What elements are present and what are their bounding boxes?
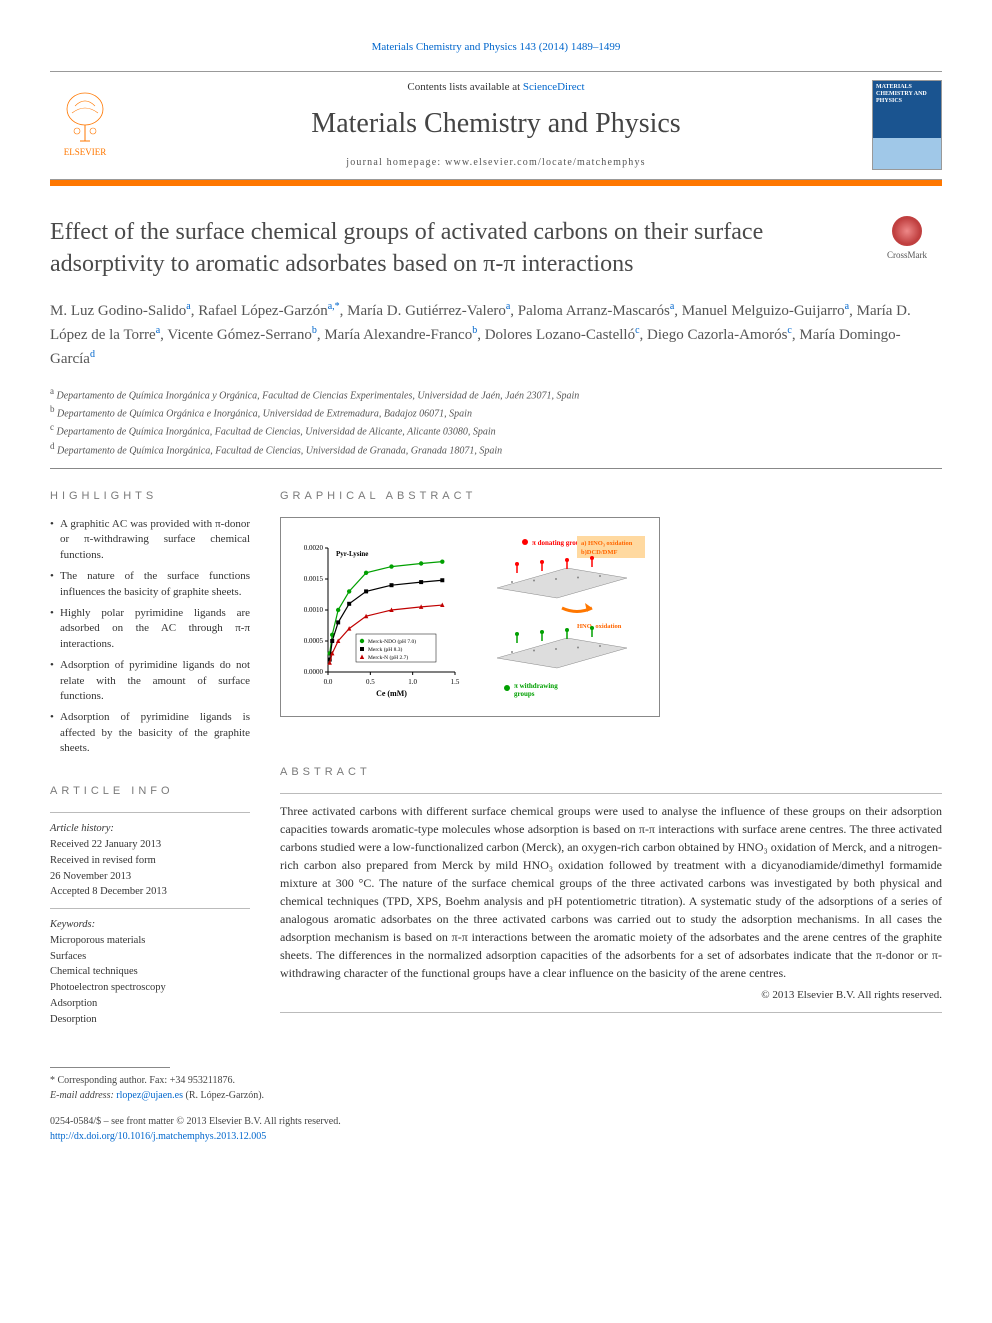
highlight-item: Adsorption of pyrimidine ligands is affe… [50, 710, 250, 756]
contents-prefix: Contents lists available at [407, 81, 522, 93]
elsevier-logo[interactable]: ELSEVIER [50, 85, 120, 165]
highlight-item: Adsorption of pyrimidine ligands do not … [50, 658, 250, 704]
svg-text:a) HNO₃ oxidation: a) HNO₃ oxidation [581, 540, 633, 547]
contents-available: Contents lists available at ScienceDirec… [120, 80, 872, 96]
author: Vicente Gómez-Serranob [167, 327, 316, 343]
svg-text:groups: groups [514, 690, 535, 698]
graphical-abstract-figure: 0.0 0.5 1.0 1.5 0.0000 0.0005 0.0010 0.0015 0.00… [280, 517, 660, 717]
corresponding-author: * Corresponding author. Fax: +34 9532118… [50, 1074, 942, 1089]
affiliation: c Departamento de Química Inorgánica, Fa… [50, 421, 942, 439]
svg-text:0.0: 0.0 [324, 678, 333, 686]
highlight-item: Highly polar pyrimidine ligands are adso… [50, 606, 250, 652]
history-line: Received 22 January 2013 [50, 837, 250, 853]
history-line: 26 November 2013 [50, 869, 250, 885]
accent-bar [50, 180, 942, 186]
keyword: Surfaces [50, 949, 250, 965]
author: Diego Cazorla-Amorósc [647, 327, 792, 343]
crossmark-badge[interactable]: CrossMark [872, 216, 942, 262]
header-center: Contents lists available at ScienceDirec… [120, 80, 872, 171]
highlight-item: A graphitic AC was provided with π-donor… [50, 517, 250, 563]
doi-line: http://dx.doi.org/10.1016/j.matchemphys.… [50, 1130, 942, 1145]
abstract-heading: ABSTRACT [280, 765, 942, 781]
author: M. Luz Godino-Salidoa [50, 303, 191, 319]
journal-name: Materials Chemistry and Physics [120, 104, 872, 145]
author-list: M. Luz Godino-Salidoa, Rafael López-Garz… [50, 299, 942, 371]
highlight-item: The nature of the surface functions infl… [50, 569, 250, 600]
journal-reference: Materials Chemistry and Physics 143 (201… [50, 40, 942, 56]
svg-text:0.5: 0.5 [366, 678, 375, 686]
svg-text:1.5: 1.5 [451, 678, 460, 686]
cover-title: MATERIALS CHEMISTRY AND PHYSICS [876, 84, 938, 104]
svg-text:π withdrawing: π withdrawing [514, 682, 558, 690]
ga-chart: 0.0 0.5 1.0 1.5 0.0000 0.0005 0.0010 0.0015 0.00… [293, 530, 463, 700]
keyword: Photoelectron spectroscopy [50, 980, 250, 996]
author: Paloma Arranz-Mascarósa [518, 303, 674, 319]
history-heading: Article history: [50, 821, 250, 837]
svg-text:Ce (mM): Ce (mM) [376, 689, 407, 698]
affiliation: d Departamento de Química Inorgánica, Fa… [50, 440, 942, 458]
svg-text:Pyr-Lysine: Pyr-Lysine [336, 550, 368, 558]
author: Dolores Lozano-Castellóc [485, 327, 640, 343]
article-info: Article history: Received 22 January 201… [50, 821, 250, 1027]
svg-text:HNO₃ oxidation: HNO₃ oxidation [577, 623, 622, 630]
svg-text:0.0000: 0.0000 [304, 668, 324, 676]
crossmark-label: CrossMark [887, 249, 927, 262]
affiliation: b Departamento de Química Orgánica e Ino… [50, 403, 942, 421]
title-row: Effect of the surface chemical groups of… [50, 216, 942, 281]
issn-line: 0254-0584/$ – see front matter © 2013 El… [50, 1115, 942, 1130]
article-info-heading: ARTICLE INFO [50, 784, 250, 800]
journal-header: ELSEVIER Contents lists available at Sci… [50, 71, 942, 180]
journal-cover-thumb[interactable]: MATERIALS CHEMISTRY AND PHYSICS [872, 80, 942, 170]
elsevier-label: ELSEVIER [64, 146, 107, 159]
elsevier-tree-icon [60, 91, 110, 146]
history-line: Accepted 8 December 2013 [50, 884, 250, 900]
svg-text:Merck (pH 8.3): Merck (pH 8.3) [368, 646, 403, 653]
svg-text:b)DCD/DMF: b)DCD/DMF [581, 549, 617, 556]
svg-text:0.0020: 0.0020 [304, 544, 324, 552]
footnote-sep [50, 1067, 170, 1068]
abstract-text: Three activated carbons with different s… [280, 802, 942, 982]
rule-abs-bot [280, 1012, 942, 1013]
journal-homepage: journal homepage: www.elsevier.com/locat… [120, 156, 872, 171]
email-link[interactable]: rlopez@ujaen.es [116, 1090, 183, 1101]
footer: * Corresponding author. Fax: +34 9532118… [50, 1067, 942, 1144]
svg-text:0.0005: 0.0005 [304, 637, 324, 645]
author: María Alexandre-Francob [324, 327, 477, 343]
graphical-abstract-heading: GRAPHICAL ABSTRACT [280, 489, 942, 505]
rule-ai-top [50, 812, 250, 813]
journal-ref-link[interactable]: Materials Chemistry and Physics 143 (201… [372, 41, 621, 53]
article-title: Effect of the surface chemical groups of… [50, 216, 852, 281]
svg-text:Merck-NDO (pH 7.0): Merck-NDO (pH 7.0) [368, 638, 416, 645]
rule-ai-mid [50, 908, 250, 909]
keyword: Adsorption [50, 996, 250, 1012]
copyright-line: © 2013 Elsevier B.V. All rights reserved… [280, 988, 942, 1004]
sciencedirect-link[interactable]: ScienceDirect [523, 81, 585, 93]
email-line: E-mail address: rlopez@ujaen.es (R. Lópe… [50, 1089, 942, 1104]
keywords-heading: Keywords: [50, 917, 250, 933]
author: Rafael López-Garzóna,* [198, 303, 339, 319]
highlights-list: A graphitic AC was provided with π-donor… [50, 517, 250, 756]
svg-text:Merck-N (pH 2.7): Merck-N (pH 2.7) [368, 654, 408, 661]
author: María D. Gutiérrez-Valeroa [347, 303, 510, 319]
svg-text:0.0010: 0.0010 [304, 606, 324, 614]
svg-text:0.0015: 0.0015 [304, 575, 324, 583]
keyword: Desorption [50, 1012, 250, 1028]
keyword: Microporous materials [50, 933, 250, 949]
highlights-heading: HIGHLIGHTS [50, 489, 250, 505]
doi-link[interactable]: http://dx.doi.org/10.1016/j.matchemphys.… [50, 1131, 266, 1142]
rule-upper [50, 468, 942, 469]
rule-abs-top [280, 793, 942, 794]
email-label: E-mail address: [50, 1090, 116, 1101]
keyword: Chemical techniques [50, 964, 250, 980]
svg-text:1.0: 1.0 [408, 678, 417, 686]
crossmark-icon [892, 216, 922, 246]
ga-schematic: π donating groupsa) HNO₃ oxidationb)DCD/… [477, 530, 647, 700]
author: Manuel Melguizo-Guijarroa [682, 303, 849, 319]
affiliations: a Departamento de Química Inorgánica y O… [50, 385, 942, 458]
affiliation: a Departamento de Química Inorgánica y O… [50, 385, 942, 403]
email-who: (R. López-Garzón). [183, 1090, 264, 1101]
history-line: Received in revised form [50, 853, 250, 869]
